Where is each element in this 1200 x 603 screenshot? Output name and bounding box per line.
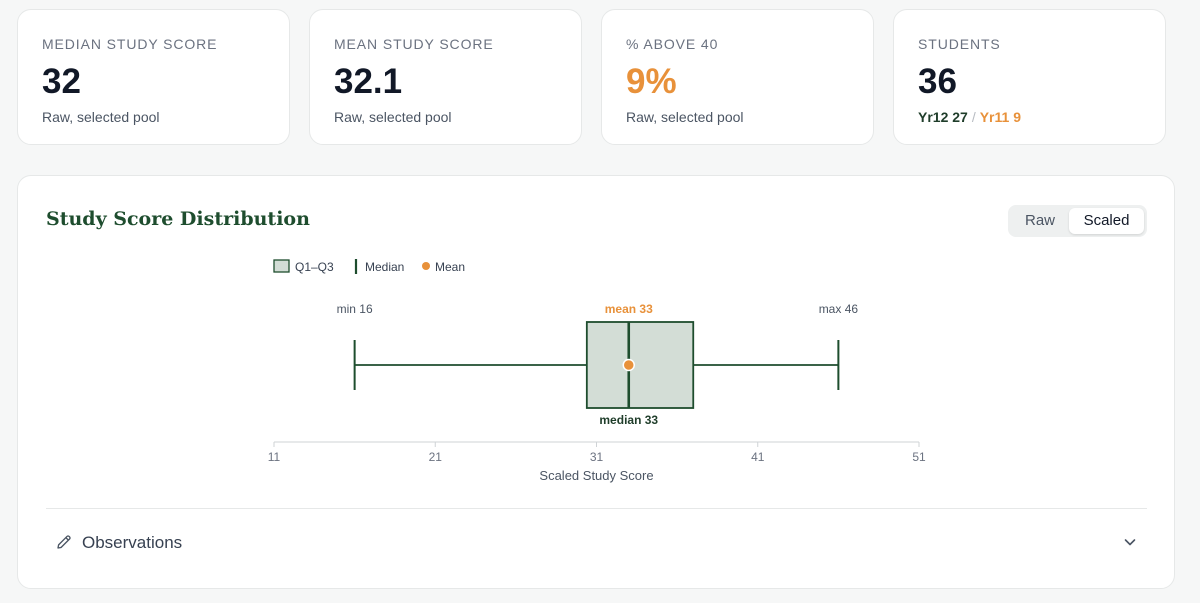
observations-label: Observations — [82, 533, 183, 552]
iqr-box — [585, 321, 695, 409]
legend-mean-swatch — [422, 262, 430, 270]
yr12-count: Yr12 27 — [918, 109, 968, 125]
x-tick-label: 21 — [429, 450, 443, 464]
distribution-panel: Study Score Distribution Raw Scaled Q1–Q… — [17, 175, 1175, 589]
mean-score-card: MEAN STUDY SCORE 32.1 Raw, selected pool — [309, 9, 582, 145]
card-label: MEDIAN STUDY SCORE — [42, 36, 218, 52]
card-value: 36 — [918, 62, 957, 101]
legend-mean-label: Mean — [435, 260, 465, 274]
max-label: max 46 — [819, 302, 859, 316]
legend-median-label: Median — [365, 260, 404, 274]
x-tick-label: 31 — [590, 450, 604, 464]
card-label: STUDENTS — [918, 36, 1001, 52]
card-subtitle: Raw, selected pool — [626, 109, 744, 125]
x-tick-label: 11 — [268, 450, 281, 464]
panel-title: Study Score Distribution — [46, 208, 310, 230]
chart-legend: Q1–Q3 Median Mean — [273, 259, 465, 274]
card-label: % ABOVE 40 — [626, 36, 719, 52]
yr11-count: Yr11 9 — [979, 109, 1021, 125]
section-divider — [46, 508, 1147, 509]
x-tick-label: 41 — [751, 450, 765, 464]
min-label: min 16 — [337, 302, 373, 316]
x-axis-title: Scaled Study Score — [539, 468, 653, 483]
legend-box-swatch — [273, 259, 290, 273]
observations-toggle[interactable]: Observations — [46, 521, 1147, 561]
card-value: 32 — [42, 62, 81, 101]
card-value: 32.1 — [334, 62, 403, 101]
card-subtitle: Raw, selected pool — [334, 109, 452, 125]
x-tick-label: 51 — [912, 450, 926, 464]
summary-cards: MEDIAN STUDY SCORE 32 Raw, selected pool… — [17, 9, 1166, 145]
split-separator: / — [971, 109, 976, 125]
year-split: Yr12 27/Yr11 9 — [918, 109, 1141, 125]
above-40-card: % ABOVE 40 9% Raw, selected pool — [601, 9, 874, 145]
boxplot-chart: Q1–Q3 Median Mean min 16 max 46 mean 33 … — [268, 259, 926, 483]
legend-q1q3-label: Q1–Q3 — [295, 260, 334, 274]
raw-scaled-toggle: Raw Scaled — [1008, 205, 1147, 237]
chevron-down-icon — [1124, 539, 1136, 546]
card-label: MEAN STUDY SCORE — [334, 36, 494, 52]
card-value: 9% — [626, 62, 677, 101]
toggle-scaled-button[interactable]: Scaled — [1069, 208, 1144, 234]
mean-label: mean 33 — [605, 302, 653, 316]
median-label: median 33 — [599, 413, 658, 427]
card-subtitle: Raw, selected pool — [42, 109, 160, 125]
median-score-card: MEDIAN STUDY SCORE 32 Raw, selected pool — [17, 9, 290, 145]
toggle-raw-button[interactable]: Raw — [1024, 212, 1055, 229]
x-axis-ticks: 11 21 31 41 51 — [268, 442, 926, 464]
pencil-icon — [57, 535, 71, 549]
students-card: STUDENTS 36 Yr12 27/Yr11 9 — [893, 9, 1166, 145]
mean-dot — [622, 358, 635, 372]
